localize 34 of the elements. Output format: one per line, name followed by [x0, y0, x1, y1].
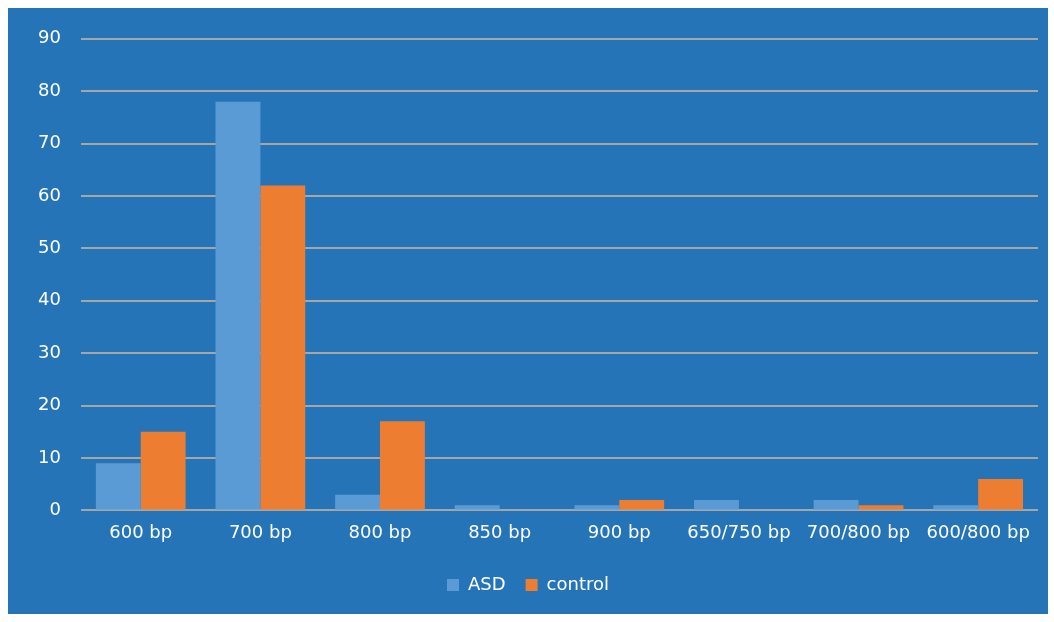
x-tick-label: 650/750 bp [687, 520, 791, 542]
x-tick-label: 900 bp [587, 520, 651, 542]
bar [858, 505, 904, 510]
y-tick-label: 80 [38, 78, 61, 100]
bar [978, 478, 1024, 510]
bar [215, 101, 261, 510]
bar [694, 499, 739, 510]
bar [260, 185, 306, 510]
bar [619, 499, 665, 510]
y-tick-label: 50 [38, 236, 61, 258]
bar [454, 505, 500, 510]
y-tick-label: 20 [38, 393, 61, 415]
x-tick-label: 600/800 bp [926, 520, 1030, 542]
bar [574, 505, 620, 510]
legend-label: ASD [468, 572, 506, 594]
y-tick-label: 40 [38, 288, 61, 310]
x-tick-label: 800 bp [348, 520, 412, 542]
x-tick-label: 850 bp [468, 520, 532, 542]
y-tick-label: 0 [49, 498, 61, 520]
bar [813, 499, 859, 510]
bar [335, 494, 380, 510]
x-tick-label: 600 bp [109, 520, 173, 542]
legend-label: control [546, 572, 610, 594]
y-tick-label: 30 [38, 340, 61, 362]
bar [140, 431, 186, 510]
bar [933, 505, 979, 510]
y-tick-label: 70 [38, 131, 61, 153]
x-tick-label: 700/800 bp [806, 520, 911, 542]
y-tick-label: 10 [38, 445, 61, 467]
y-tick-label: 90 [38, 26, 61, 48]
bar [380, 421, 425, 510]
y-tick-label: 60 [38, 183, 61, 205]
bar [95, 463, 141, 510]
x-tick-label: 700 bp [228, 520, 292, 542]
